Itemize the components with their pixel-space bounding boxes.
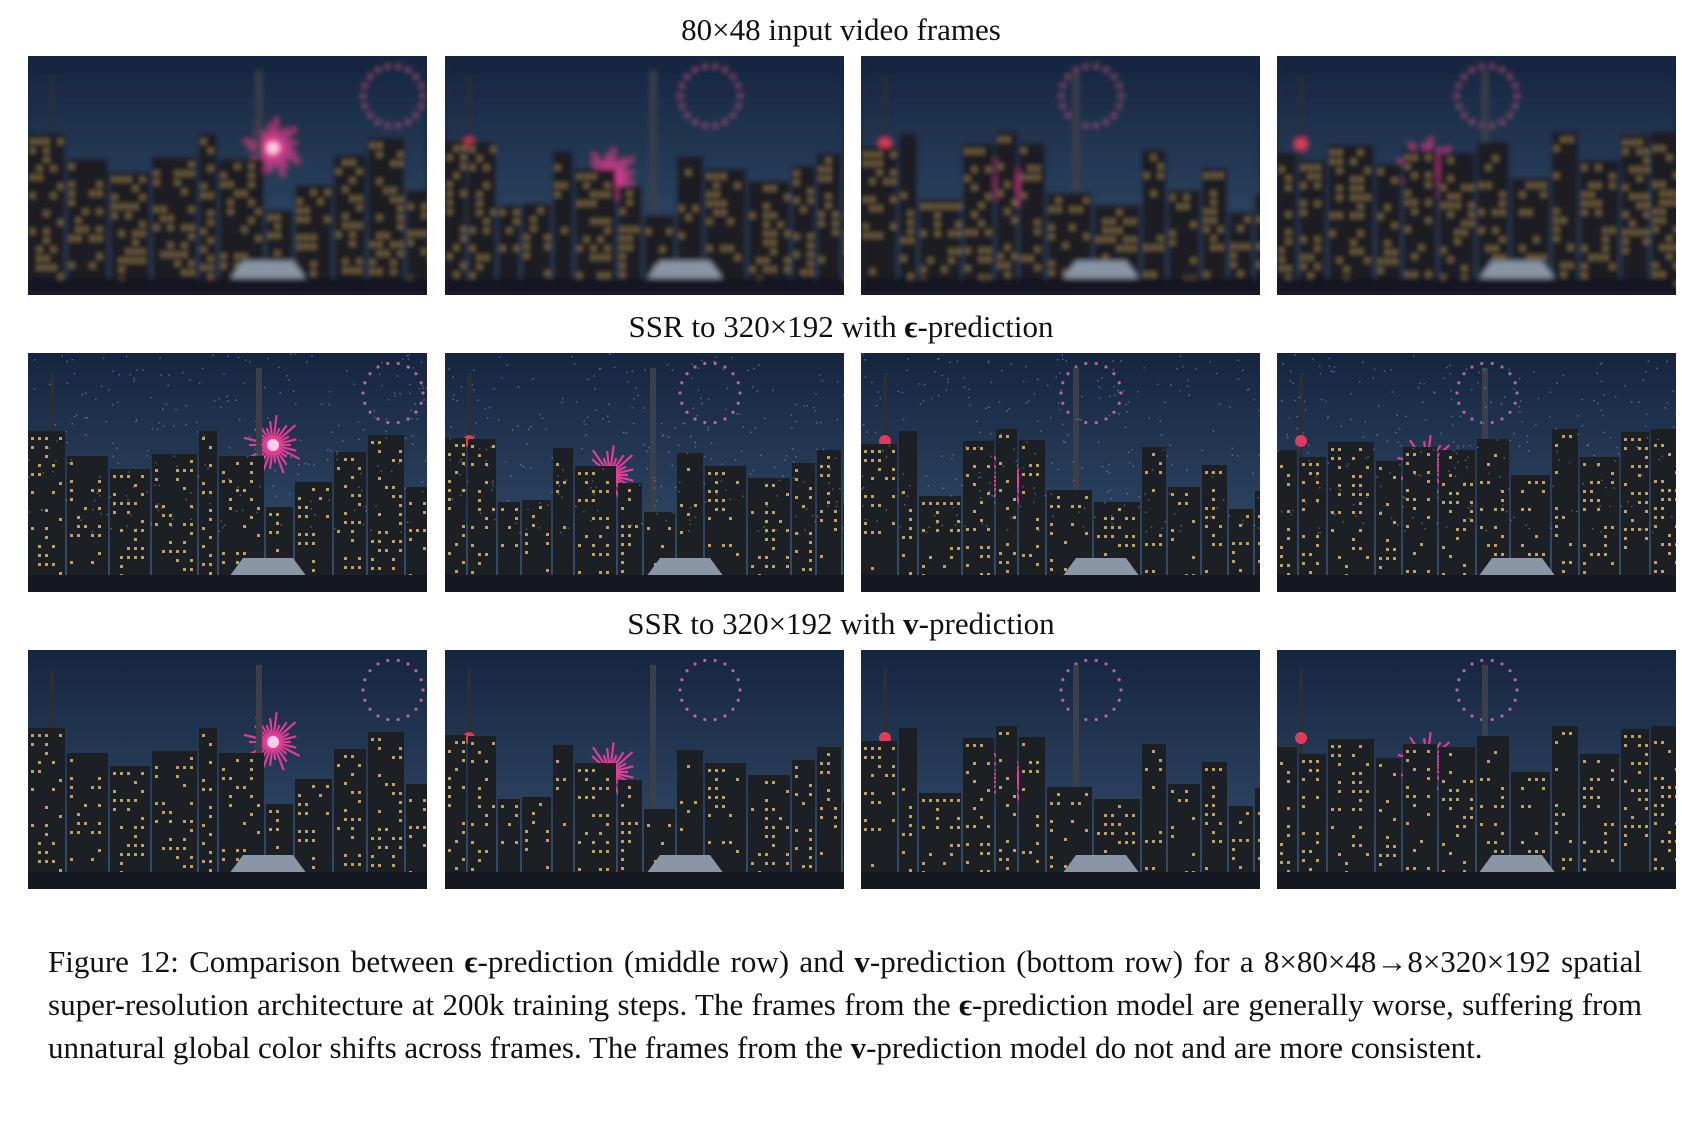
caption-epsilon-2: ϵ: [958, 987, 973, 1022]
video-frame: [445, 650, 844, 889]
caption-epsilon-1: ϵ: [464, 944, 478, 979]
caption-v-1: v: [854, 944, 870, 979]
v-symbol: v: [903, 606, 919, 641]
row-title-input-text: 80×48 input video frames: [681, 12, 1001, 47]
caption-v-2: v: [850, 1030, 867, 1065]
video-frame: [861, 353, 1260, 592]
video-frame: [1277, 353, 1676, 592]
row-title-epsilon: SSR to 320×192 with ϵ-prediction: [0, 309, 1682, 345]
row-title-input: 80×48 input video frames: [0, 12, 1682, 48]
row-title-v-pre: SSR to 320×192 with: [627, 606, 904, 641]
video-frame: [28, 56, 427, 295]
figure-caption: Figure 12: Comparison between ϵ-predicti…: [48, 940, 1642, 1069]
video-frame: [28, 650, 427, 889]
video-frame: [1277, 56, 1676, 295]
caption-part-5: -prediction model do not and are more co…: [866, 1030, 1483, 1065]
row-title-v-post: -prediction: [918, 606, 1055, 641]
caption-part-4: -prediction model are generally worse, s…: [48, 987, 1642, 1065]
video-frame: [445, 56, 844, 295]
video-frame: [445, 353, 844, 592]
row-title-v: SSR to 320×192 with v-prediction: [0, 606, 1682, 642]
video-frame: [28, 353, 427, 592]
video-frame: [861, 650, 1260, 889]
row-title-epsilon-pre: SSR to 320×192 with: [628, 309, 905, 344]
video-frame: [861, 56, 1260, 295]
caption-part-1: Figure 12: Comparison between: [48, 944, 465, 979]
caption-part-2: -prediction (middle row) and: [477, 944, 855, 979]
video-frame: [1277, 650, 1676, 889]
caption-part-3: -prediction (bottom row) for a 8×80×48→8…: [48, 944, 1642, 1022]
epsilon-symbol: ϵ: [904, 309, 918, 344]
row-title-epsilon-post: -prediction: [917, 309, 1054, 344]
